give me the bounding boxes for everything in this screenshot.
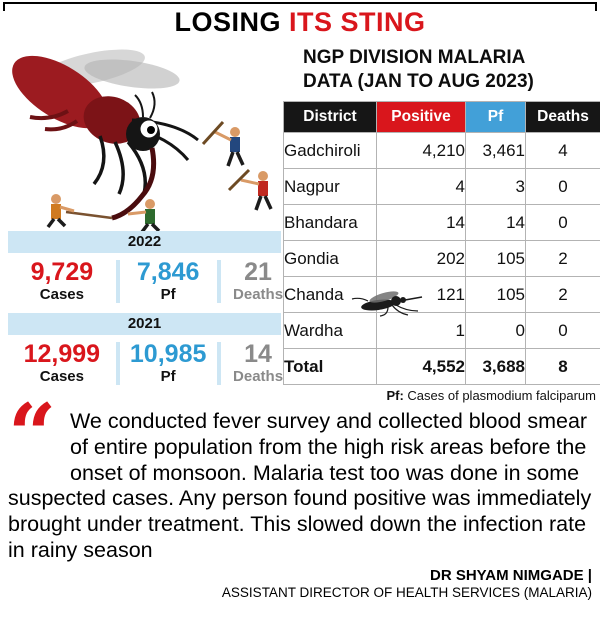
mosquito-antenna bbox=[149, 91, 156, 119]
cell-positive: 1 bbox=[376, 312, 466, 349]
cell-deaths: 8 bbox=[525, 348, 600, 385]
cell-pf: 0 bbox=[465, 312, 526, 349]
cell-pf: 105 bbox=[465, 240, 526, 277]
quote-text: We conducted fever survey and collected … bbox=[8, 409, 592, 562]
table-row: Bhandara 14 14 0 bbox=[283, 204, 600, 241]
table-header-row: District Positive Pf Deaths bbox=[283, 101, 600, 133]
mosquito-antenna bbox=[134, 94, 144, 118]
deaths-value: 21 bbox=[244, 258, 272, 286]
cell-positive: 4 bbox=[376, 168, 466, 205]
mosquito-abdomen bbox=[12, 55, 108, 129]
cell-deaths: 0 bbox=[525, 168, 600, 205]
stat-cases: 9,729 Cases bbox=[8, 258, 116, 304]
table-total-row: Total 4,552 3,688 8 bbox=[283, 348, 600, 385]
attribution-name: DR SHYAM NIMGADE | bbox=[430, 566, 592, 584]
pf-value: 7,846 bbox=[136, 258, 200, 286]
top-border-rule bbox=[3, 2, 597, 11]
cell-district: Chanda bbox=[283, 276, 377, 313]
cell-district: Gadchiroli bbox=[283, 132, 377, 169]
quote-attribution: DR SHYAM NIMGADE | ASSISTANT DIRECTOR OF… bbox=[8, 567, 592, 600]
cell-deaths: 0 bbox=[525, 204, 600, 241]
table-row: Gadchiroli 4,210 3,461 4 bbox=[283, 132, 600, 169]
stat-pf: 7,846 Pf bbox=[115, 258, 217, 303]
cases-value: 9,729 bbox=[30, 258, 94, 286]
cell-district: Bhandara bbox=[283, 204, 377, 241]
col-header-deaths: Deaths bbox=[525, 101, 600, 133]
cell-pf: 3,688 bbox=[465, 348, 526, 385]
rope bbox=[65, 210, 113, 220]
table-row: Wardha 1 0 0 bbox=[283, 312, 600, 349]
cell-deaths: 2 bbox=[525, 240, 600, 277]
abdomen-stripe bbox=[44, 119, 79, 132]
cell-district: Nagpur bbox=[283, 168, 377, 205]
cell-deaths: 4 bbox=[525, 132, 600, 169]
quote-block: “ We conducted fever survey and collecte… bbox=[8, 385, 592, 600]
malaria-data-table: District Positive Pf Deaths Gadchiroli 4… bbox=[283, 101, 600, 385]
pf-label: Pf bbox=[160, 286, 176, 303]
cell-deaths: 0 bbox=[525, 312, 600, 349]
year-stats-2021: 2021 12,999 Cases 10,985 Pf 14 Deaths bbox=[8, 313, 283, 386]
cell-pf: 105 bbox=[465, 276, 526, 313]
footnote-label: Pf: bbox=[386, 388, 404, 403]
quote-mark-icon: “ bbox=[8, 385, 57, 484]
year-band: 2021 bbox=[8, 313, 281, 335]
cell-positive: 202 bbox=[376, 240, 466, 277]
cell-positive: 4,210 bbox=[376, 132, 466, 169]
table-row: Chanda 121 105 2 bbox=[283, 276, 600, 313]
table-footnote: Pf: Cases of plasmodium falciparum bbox=[283, 388, 596, 403]
cases-label: Cases bbox=[39, 286, 84, 303]
stat-pf: 10,985 Pf bbox=[115, 340, 217, 385]
attacker-figure bbox=[227, 168, 273, 211]
cell-deaths: 2 bbox=[525, 276, 600, 313]
attribution-title: ASSISTANT DIRECTOR OF HEALTH SERVICES (M… bbox=[221, 584, 592, 600]
deaths-label: Deaths bbox=[233, 286, 284, 303]
table-heading: NGP DIVISION MALARIA DATA (JAN TO AUG 20… bbox=[303, 47, 534, 92]
stat-deaths: 21 Deaths bbox=[216, 258, 296, 303]
stat-deaths: 14 Deaths bbox=[216, 340, 296, 385]
attacker-figure bbox=[46, 194, 75, 229]
stat-cases: 12,999 Cases bbox=[8, 340, 116, 386]
mosquito-pupil bbox=[147, 126, 155, 134]
attacker-figure bbox=[127, 199, 161, 234]
mosquito-proboscis bbox=[111, 147, 157, 221]
cases-label: Cases bbox=[39, 368, 84, 385]
year-band: 2022 bbox=[8, 231, 281, 253]
year-stats-row: 12,999 Cases 10,985 Pf 14 Deaths bbox=[8, 335, 283, 386]
cell-pf: 3,461 bbox=[465, 132, 526, 169]
col-header-positive: Positive bbox=[376, 101, 466, 133]
year-stats-row: 9,729 Cases 7,846 Pf 21 Deaths bbox=[8, 253, 283, 304]
abdomen-stripe bbox=[29, 109, 69, 121]
cell-pf: 3 bbox=[465, 168, 526, 205]
cell-district: Wardha bbox=[283, 312, 377, 349]
pf-label: Pf bbox=[160, 368, 176, 385]
cell-district: Gondia bbox=[283, 240, 377, 277]
attacker-figure bbox=[201, 120, 245, 167]
mosquito-leg bbox=[113, 141, 125, 195]
deaths-label: Deaths bbox=[233, 368, 284, 385]
title-part-black: LOSING bbox=[174, 7, 281, 37]
footnote-text: Cases of plasmodium falciparum bbox=[403, 388, 596, 403]
mosquito-leg bbox=[92, 135, 106, 186]
col-header-pf: Pf bbox=[465, 101, 526, 133]
col-header-district: District bbox=[283, 101, 377, 133]
title-part-red: ITS STING bbox=[281, 7, 426, 37]
deaths-value: 14 bbox=[244, 340, 272, 368]
cell-positive: 4,552 bbox=[376, 348, 466, 385]
mosquito-cartoon-icon bbox=[12, 49, 273, 234]
page-title: LOSING ITS STING bbox=[0, 7, 600, 38]
cell-positive: 14 bbox=[376, 204, 466, 241]
mosquito-cartoon-illustration bbox=[0, 32, 290, 234]
mosquito-wing bbox=[84, 59, 180, 89]
year-stats-2022: 2022 9,729 Cases 7,846 Pf 21 Deaths bbox=[8, 231, 283, 304]
table-row: Nagpur 4 3 0 bbox=[283, 168, 600, 205]
cases-value: 12,999 bbox=[23, 340, 101, 368]
table-row: Gondia 202 105 2 bbox=[283, 240, 600, 277]
cell-district: Total bbox=[283, 348, 377, 385]
cell-pf: 14 bbox=[465, 204, 526, 241]
pf-value: 10,985 bbox=[129, 340, 207, 368]
cell-positive: 121 bbox=[376, 276, 466, 313]
